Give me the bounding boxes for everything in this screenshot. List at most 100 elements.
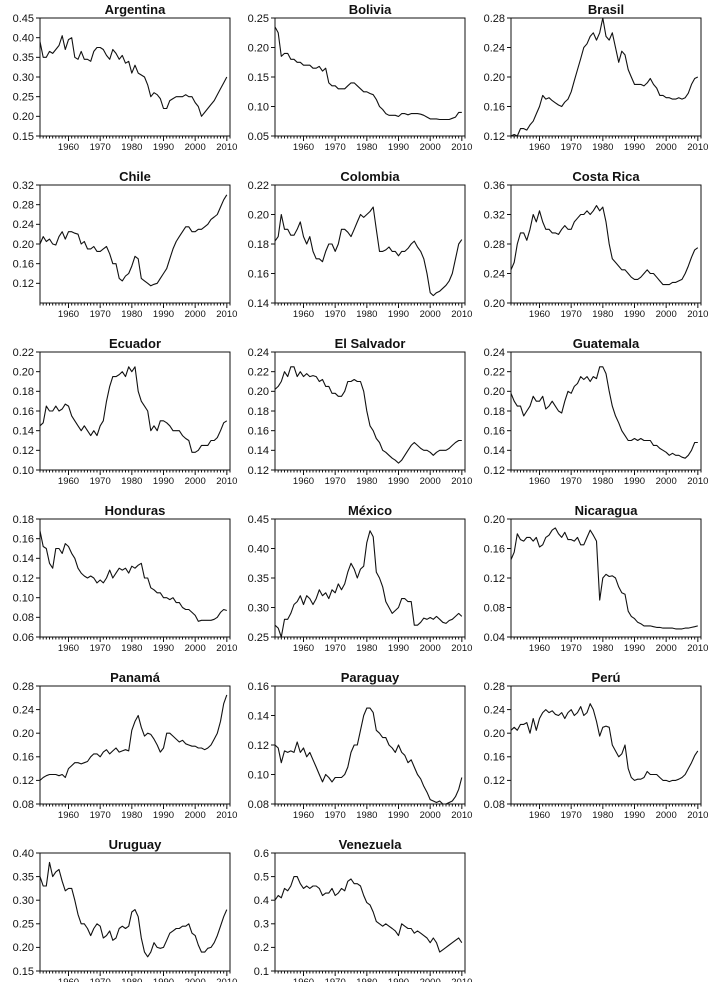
- x-tick-label: 1990: [388, 476, 409, 487]
- series-line: [510, 703, 699, 783]
- x-tick-label: 1990: [153, 810, 174, 821]
- x-tick-label: 2010: [216, 977, 237, 982]
- plot-frame: [274, 518, 466, 638]
- x-tick-label: 1990: [388, 643, 409, 654]
- x-tick-label: 1970: [325, 142, 346, 153]
- x-tick-label: 1970: [325, 476, 346, 487]
- y-tick-label: 0.12: [248, 465, 269, 477]
- chart-title: Nicaragua: [575, 503, 639, 518]
- series-line: [274, 26, 462, 121]
- y-tick-label: 0.24: [484, 347, 505, 359]
- chart-panel: Brasil 0.12 0.16 0.20 0.24 0.28 1960 1970 1980 19…: [484, 2, 709, 153]
- x-tick-label: 2000: [185, 977, 206, 982]
- x-tick-label: 2000: [656, 309, 677, 320]
- chart-title: Chile: [119, 169, 151, 184]
- y-tick-label: 0.18: [13, 386, 34, 398]
- y-tick-label: 0.22: [248, 180, 269, 192]
- y-tick-label: 0.25: [248, 632, 269, 644]
- y-tick-label: 0.20: [13, 239, 34, 251]
- x-tick-label: 1980: [121, 142, 142, 153]
- y-tick-label: 0.25: [248, 13, 269, 25]
- y-tick-label: 0.28: [13, 199, 34, 211]
- x-tick-label: 2010: [687, 476, 708, 487]
- chart-panel: Colombia 0.14 0.16 0.18 0.20 0.22 1960 1970 1980…: [248, 169, 473, 320]
- y-tick-label: 0.28: [484, 13, 505, 25]
- x-tick-label: 2000: [420, 142, 441, 153]
- y-tick-label: 0.2: [254, 942, 269, 954]
- x-tick-label: 1990: [388, 142, 409, 153]
- y-tick-label: 0.15: [248, 72, 269, 84]
- y-tick-label: 0.06: [13, 632, 34, 644]
- y-tick-label: 0.18: [13, 514, 34, 526]
- x-tick-label: 1960: [293, 977, 314, 982]
- x-tick-label: 2010: [216, 810, 237, 821]
- plot-frame: [39, 184, 231, 304]
- y-tick-label: 0.45: [248, 514, 269, 526]
- y-tick-label: 0.28: [13, 681, 34, 693]
- x-tick-label: 1990: [388, 309, 409, 320]
- x-tick-label: 1980: [592, 309, 613, 320]
- series-line: [39, 530, 227, 622]
- x-tick-label: 2000: [185, 810, 206, 821]
- y-tick-label: 0.12: [13, 278, 34, 290]
- x-tick-label: 1970: [90, 643, 111, 654]
- x-tick-label: 1970: [325, 810, 346, 821]
- x-tick-label: 1990: [624, 309, 645, 320]
- y-tick-label: 0.05: [248, 131, 269, 143]
- x-tick-label: 1960: [293, 309, 314, 320]
- y-tick-label: 0.40: [248, 543, 269, 555]
- chart-title: Ecuador: [109, 336, 161, 351]
- x-tick-label: 1980: [592, 476, 613, 487]
- x-tick-label: 1970: [561, 476, 582, 487]
- plot-frame: [274, 184, 466, 304]
- x-tick-label: 2000: [185, 309, 206, 320]
- x-tick-label: 1970: [561, 309, 582, 320]
- x-tick-label: 2000: [656, 142, 677, 153]
- y-tick-label: 0.24: [484, 42, 505, 54]
- x-tick-label: 1980: [121, 977, 142, 982]
- y-tick-label: 0.20: [13, 366, 34, 378]
- x-tick-label: 1960: [58, 476, 79, 487]
- x-tick-label: 2000: [656, 476, 677, 487]
- x-tick-label: 1960: [529, 643, 550, 654]
- chart-panel: Guatemala 0.12 0.14 0.16 0.18 0.20 0.22 0.24 196…: [484, 336, 709, 487]
- y-tick-label: 0.5: [254, 871, 269, 883]
- x-tick-label: 1980: [592, 643, 613, 654]
- x-tick-label: 2010: [451, 142, 472, 153]
- y-tick-label: 0.12: [13, 775, 34, 787]
- x-tick-label: 2000: [185, 476, 206, 487]
- x-tick-label: 1960: [58, 643, 79, 654]
- y-tick-label: 0.16: [13, 406, 34, 418]
- x-tick-label: 1970: [561, 142, 582, 153]
- y-tick-label: 0.16: [484, 543, 505, 555]
- y-tick-label: 0.6: [254, 848, 269, 860]
- chart-panel: El Salvador 0.12 0.14 0.16 0.18 0.20 0.22 0.24 1…: [248, 336, 473, 487]
- y-tick-label: 0.12: [484, 775, 505, 787]
- plot-frame: [274, 852, 466, 972]
- x-tick-label: 1990: [388, 810, 409, 821]
- x-tick-label: 2010: [216, 309, 237, 320]
- x-tick-label: 1990: [153, 643, 174, 654]
- chart-title: Venezuela: [339, 837, 403, 852]
- x-tick-label: 1960: [293, 476, 314, 487]
- chart-panel: Costa Rica 0.20 0.24 0.28 0.32 0.36 1960 1970 19…: [484, 169, 709, 320]
- series-line: [510, 366, 698, 459]
- y-tick-label: 0.08: [13, 799, 34, 811]
- x-tick-label: 1990: [624, 643, 645, 654]
- x-tick-label: 1970: [90, 142, 111, 153]
- x-tick-label: 1960: [529, 309, 550, 320]
- y-tick-label: 0.35: [13, 52, 34, 64]
- y-tick-label: 0.10: [13, 592, 34, 604]
- chart-title: Colombia: [340, 169, 400, 184]
- chart-title: Guatemala: [573, 336, 640, 351]
- y-tick-label: 0.10: [248, 769, 269, 781]
- x-tick-label: 1990: [388, 977, 409, 982]
- chart-title: Brasil: [588, 2, 624, 17]
- y-tick-label: 0.20: [248, 42, 269, 54]
- series-line: [39, 35, 228, 117]
- y-tick-label: 0.20: [484, 386, 505, 398]
- y-tick-label: 0.08: [484, 602, 505, 614]
- y-tick-label: 0.3: [254, 919, 269, 931]
- x-tick-label: 1960: [58, 309, 79, 320]
- x-tick-label: 2010: [451, 810, 472, 821]
